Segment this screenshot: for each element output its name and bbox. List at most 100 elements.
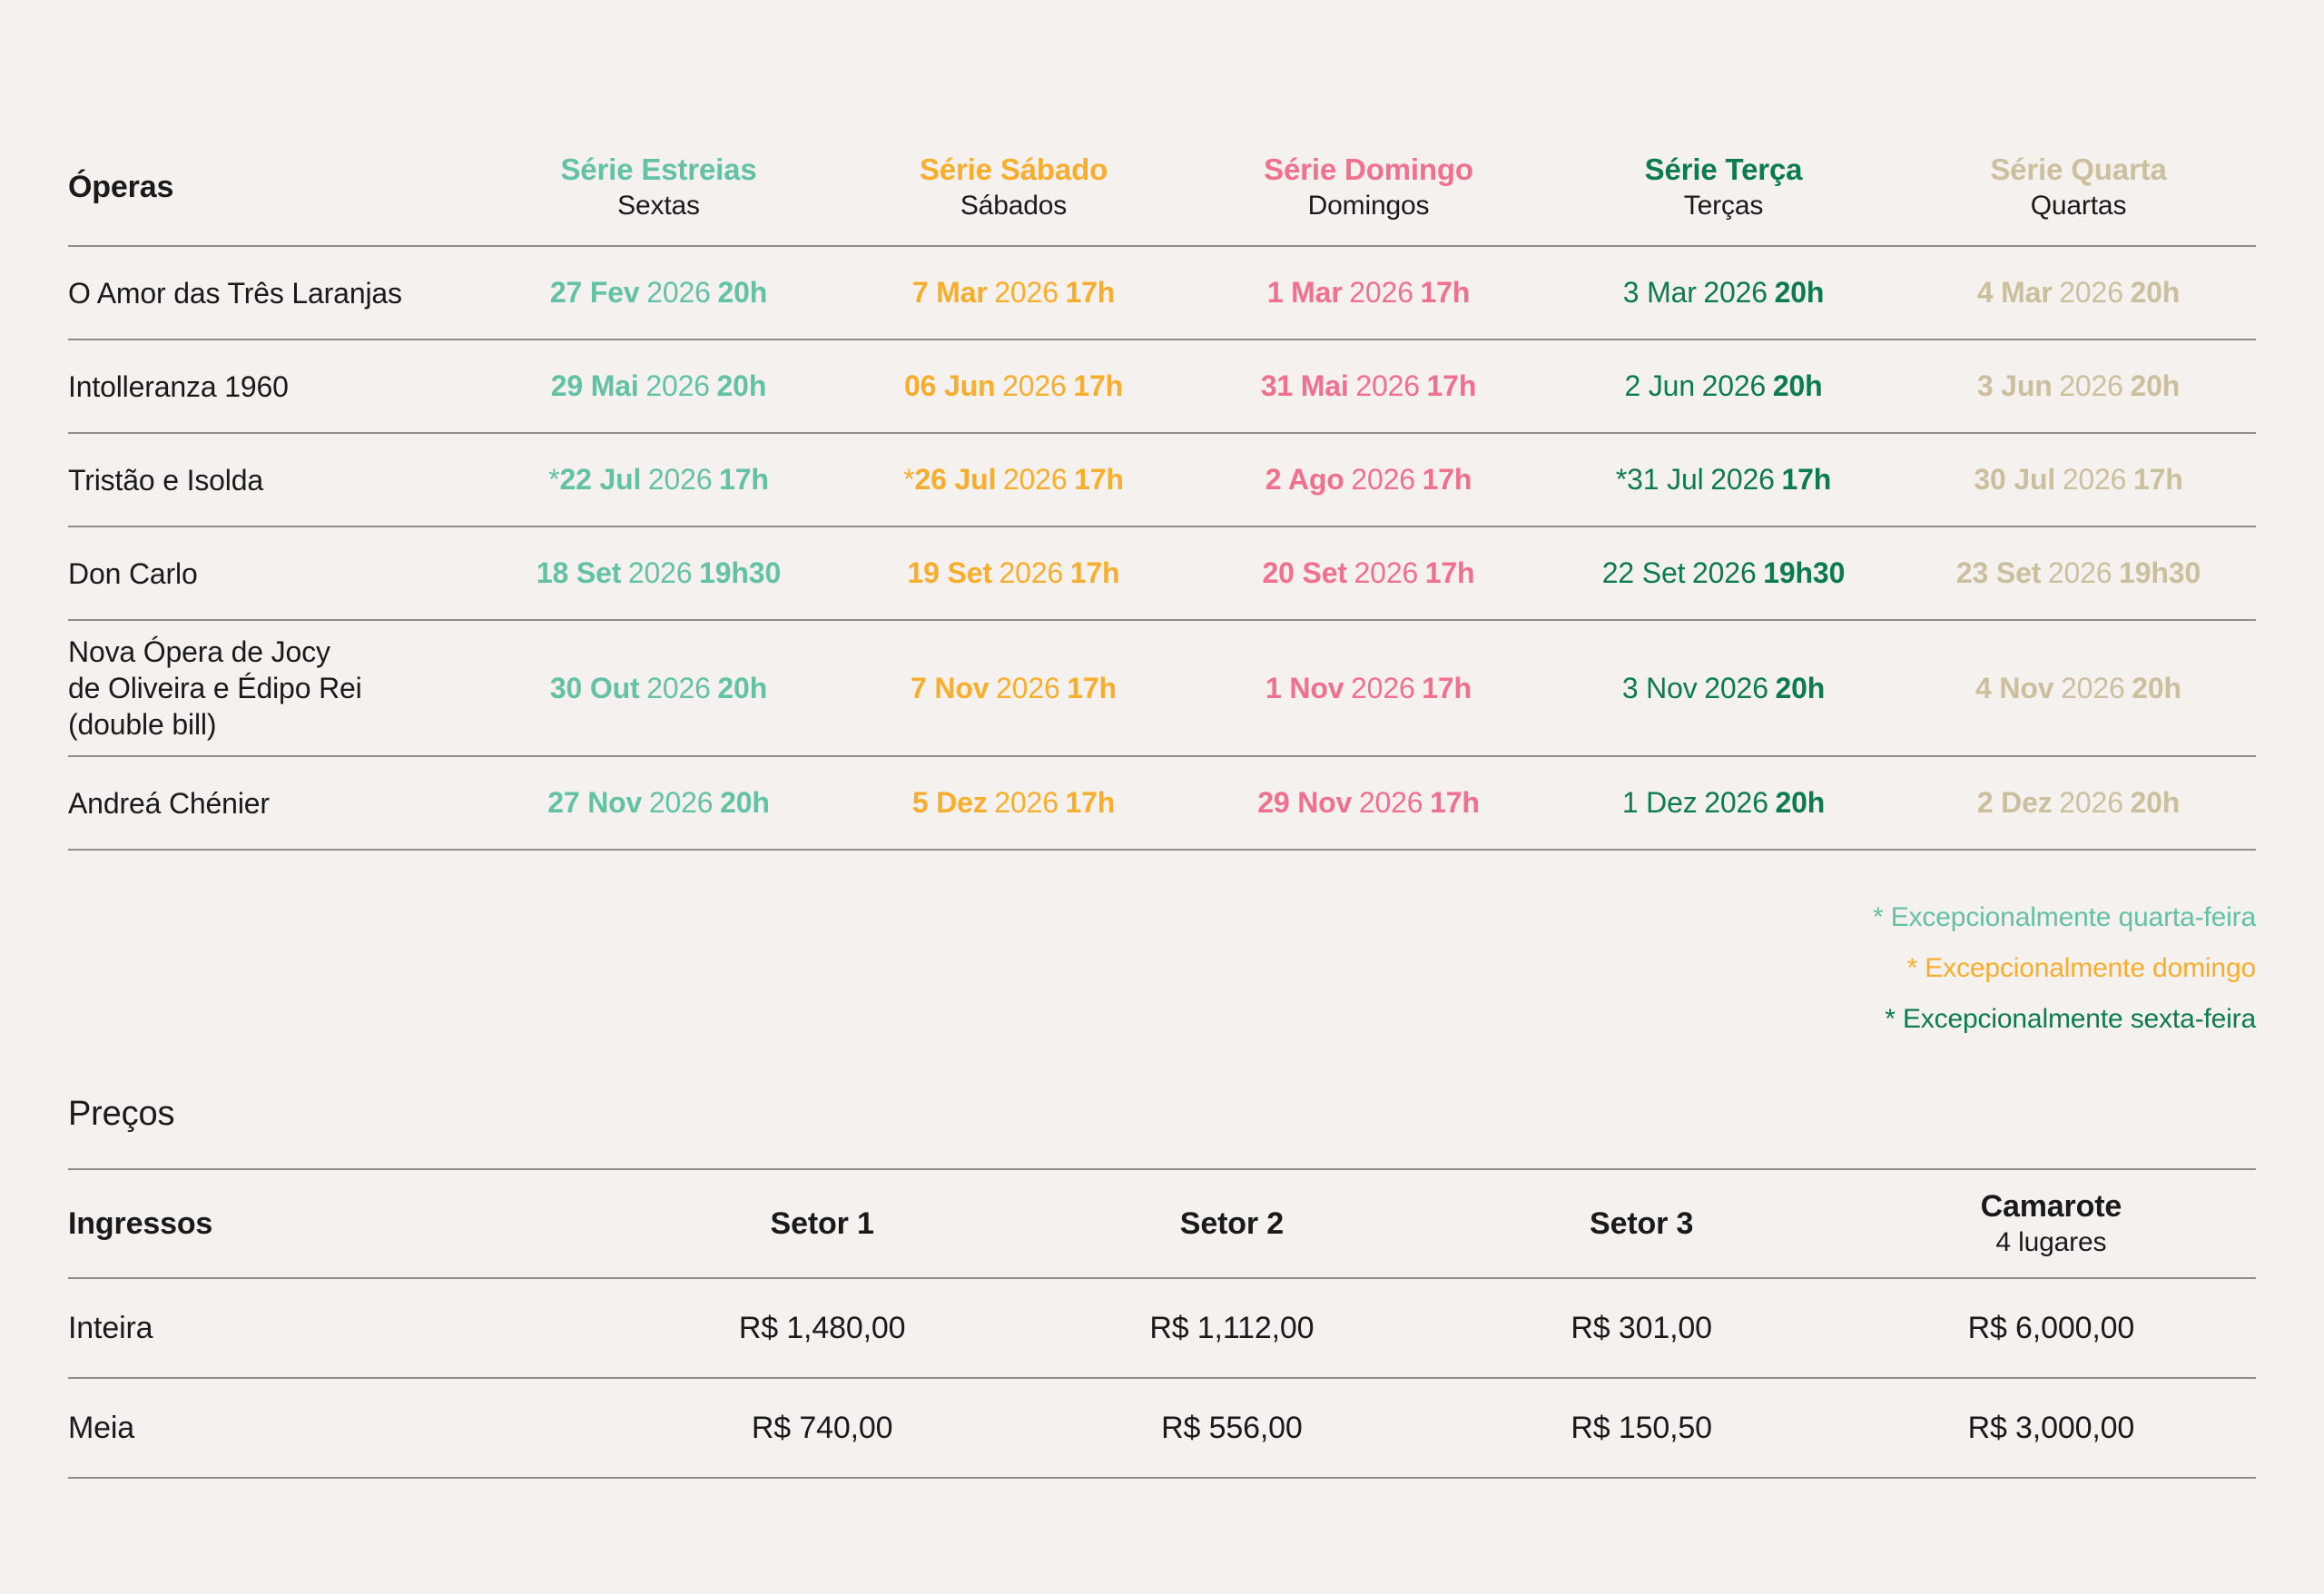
date-day: 3 Jun bbox=[1976, 369, 2053, 402]
series-column-header-domingo: Série Domingo Domingos bbox=[1191, 151, 1546, 223]
date-day: 1 Nov bbox=[1265, 671, 1344, 704]
footnote: * Excepcionalmente domingo bbox=[1906, 953, 2257, 983]
schedule-date-cell: 29 Nov 2026 17h bbox=[1191, 786, 1546, 820]
date-day: 26 Jul bbox=[914, 463, 997, 496]
series-column-header-terca: Série Terça Terças bbox=[1546, 151, 1901, 223]
date-year: 2026 bbox=[1351, 671, 1415, 704]
price-value: R$ 1,480,00 bbox=[738, 1310, 906, 1345]
schedule-date-cell: 7 Nov 2026 17h bbox=[836, 672, 1191, 705]
date-year: 2026 bbox=[1354, 556, 1419, 589]
price-value: R$ 556,00 bbox=[1161, 1410, 1303, 1445]
date-year: 2026 bbox=[1704, 671, 1768, 704]
date-day: 31 Mai bbox=[1260, 369, 1349, 402]
date-time: 20h bbox=[1775, 786, 1826, 819]
date-time: 20h bbox=[717, 276, 768, 309]
schedule-date-cell: 06 Jun 2026 17h bbox=[836, 369, 1191, 403]
date-time: 17h bbox=[1781, 463, 1832, 496]
date-time: 20h bbox=[716, 369, 767, 402]
date-day: 7 Mar bbox=[911, 276, 988, 309]
date-year: 2026 bbox=[994, 276, 1059, 309]
series-subtitle: Quartas bbox=[2030, 191, 2127, 221]
date-day: 5 Dez bbox=[911, 786, 988, 819]
schedule-date-cell: *22 Jul 2026 17h bbox=[481, 463, 836, 497]
date-year: 2026 bbox=[1710, 463, 1775, 496]
date-year: 2026 bbox=[645, 369, 710, 402]
setor-3-column-header: Setor 3 bbox=[1590, 1205, 1694, 1241]
date-day: 06 Jun bbox=[904, 369, 996, 402]
date-year: 2026 bbox=[1692, 556, 1757, 589]
schedule-date-cell: 2 Jun 2026 20h bbox=[1546, 369, 1901, 403]
price-value: R$ 301,00 bbox=[1571, 1310, 1712, 1345]
footnote: * Excepcionalmente sexta-feira bbox=[1885, 1004, 2256, 1034]
series-subtitle: Sextas bbox=[617, 191, 700, 221]
date-year: 2026 bbox=[1351, 463, 1415, 496]
date-year: 2026 bbox=[2061, 671, 2125, 704]
date-year: 2026 bbox=[1002, 369, 1067, 402]
date-day: 23 Set bbox=[1955, 556, 2042, 589]
date-year: 2026 bbox=[648, 786, 714, 819]
opera-title: O Amor das Três Laranjas bbox=[68, 276, 402, 310]
date-day: 22 Jul bbox=[559, 463, 642, 496]
date-time: 17h bbox=[1069, 556, 1120, 589]
schedule-date-cell: 3 Nov 2026 20h bbox=[1546, 672, 1901, 705]
date-day: 31 Jul bbox=[1627, 463, 1704, 496]
series-subtitle: Terças bbox=[1683, 191, 1764, 221]
date-year: 2026 bbox=[1355, 369, 1420, 402]
schedule-rows: O Amor das Três Laranjas 27 Fev 2026 20h 7 M… bbox=[68, 247, 2256, 851]
schedule-date-cell: *31 Jul 2026 17h bbox=[1546, 463, 1901, 497]
date-day: 27 Nov bbox=[547, 786, 643, 819]
schedule-date-cell: 18 Set 2026 19h30 bbox=[481, 556, 836, 590]
schedule-date-cell: 27 Fev 2026 20h bbox=[481, 276, 836, 310]
schedule-date-cell: 27 Nov 2026 20h bbox=[481, 786, 836, 820]
schedule-date-cell: 3 Mar 2026 20h bbox=[1546, 276, 1901, 310]
ingressos-column-header: Ingressos bbox=[68, 1205, 213, 1241]
date-year: 2026 bbox=[1703, 276, 1768, 309]
opera-title: Intolleranza 1960 bbox=[68, 369, 289, 403]
date-time: 17h bbox=[1067, 671, 1117, 704]
ticket-type-label: Inteira bbox=[68, 1310, 153, 1345]
date-year: 2026 bbox=[2059, 786, 2123, 819]
date-year: 2026 bbox=[627, 556, 693, 589]
schedule-row: O Amor das Três Laranjas 27 Fev 2026 20h 7 M… bbox=[68, 247, 2256, 340]
schedule-row: Nova Ópera de Jocy de Oliveira e Édipo Re… bbox=[68, 621, 2256, 757]
setor-2-column-header: Setor 2 bbox=[1179, 1205, 1284, 1241]
series-name: Série Terça bbox=[1644, 153, 1803, 186]
series-name: Série Estreias bbox=[560, 153, 757, 186]
date-day: 2 Jun bbox=[1624, 369, 1695, 402]
schedule-date-cell: 1 Dez 2026 20h bbox=[1546, 786, 1901, 820]
date-year: 2026 bbox=[1701, 369, 1767, 402]
date-time: 17h bbox=[1074, 463, 1124, 496]
schedule-row: Intolleranza 1960 29 Mai 2026 20h 06 Jun 2026… bbox=[68, 340, 2256, 434]
price-value: R$ 740,00 bbox=[751, 1410, 893, 1445]
date-time: 17h bbox=[1424, 556, 1475, 589]
date-time: 17h bbox=[1430, 786, 1480, 819]
series-column-header-sabado: Série Sábado Sábados bbox=[836, 151, 1191, 223]
footnotes: * Excepcionalmente quarta-feira * Excepci… bbox=[68, 892, 2256, 1045]
date-year: 2026 bbox=[994, 786, 1059, 819]
date-time: 17h bbox=[1073, 369, 1123, 402]
ticket-type-label: Meia bbox=[68, 1410, 135, 1445]
opera-title: Tristão e Isolda bbox=[68, 463, 264, 497]
date-asterisk: * bbox=[903, 463, 915, 496]
date-day: 4 Mar bbox=[1976, 276, 2053, 309]
schedule-date-cell: 29 Mai 2026 20h bbox=[481, 369, 836, 403]
date-time: 17h bbox=[1422, 463, 1472, 496]
schedule-date-cell: 23 Set 2026 19h30 bbox=[1901, 556, 2256, 590]
date-time: 20h bbox=[720, 786, 770, 819]
date-time: 17h bbox=[1065, 786, 1116, 819]
prices-title: Preços bbox=[68, 1095, 175, 1133]
schedule-row: Tristão e Isolda *22 Jul 2026 17h *26 Jul 202… bbox=[68, 434, 2256, 527]
schedule-date-cell: 30 Out 2026 20h bbox=[481, 672, 836, 705]
date-day: 20 Set bbox=[1262, 556, 1347, 589]
date-asterisk: * bbox=[548, 463, 560, 496]
schedule-date-cell: 1 Mar 2026 17h bbox=[1191, 276, 1546, 310]
price-rows: Inteira R$ 1,480,00 R$ 1,112,00 R$ 301,00 R$… bbox=[68, 1279, 2256, 1479]
price-value: R$ 3,000,00 bbox=[1967, 1410, 2135, 1445]
opera-title: Don Carlo bbox=[68, 556, 198, 590]
schedule-date-cell: 30 Jul 2026 17h bbox=[1901, 463, 2256, 497]
date-asterisk: * bbox=[1615, 463, 1628, 496]
series-subtitle: Domingos bbox=[1307, 191, 1430, 221]
prices-table: Ingressos Setor 1 Setor 2 Setor 3 Camaro… bbox=[68, 1168, 2256, 1479]
date-time: 17h bbox=[2133, 463, 2183, 496]
date-time: 20h bbox=[1775, 671, 1826, 704]
